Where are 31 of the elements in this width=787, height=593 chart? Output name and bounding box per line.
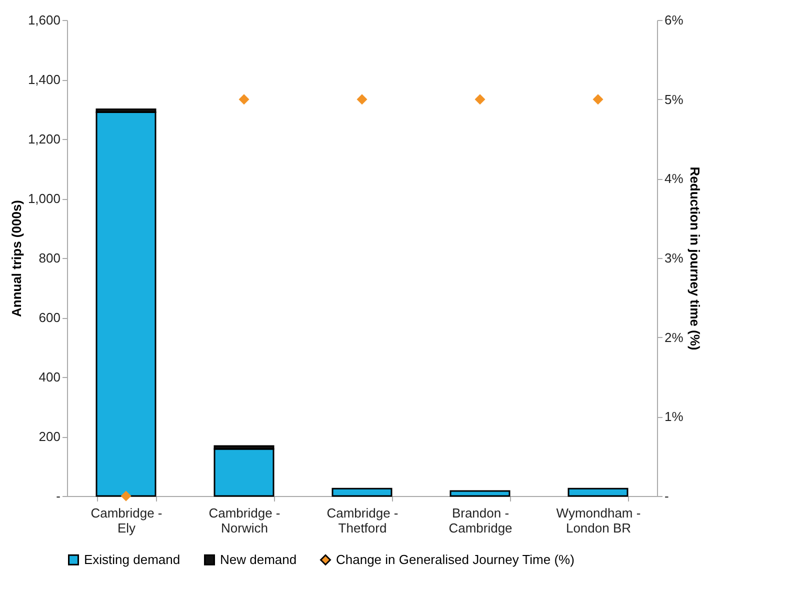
legend-label: Change in Generalised Journey Time (%)	[336, 552, 574, 567]
bar	[450, 490, 510, 497]
y2-tick-label: 6%	[664, 12, 684, 28]
y-tick-label: 1,200	[28, 132, 60, 146]
x-tick-label: Cambridge - Ely	[90, 506, 162, 536]
bar	[96, 111, 156, 497]
x-tick-label: Cambridge - Thetford	[326, 506, 398, 536]
y2-tick-label: 3%	[664, 250, 684, 266]
y2-tick-label: 5%	[664, 92, 684, 107]
y2-tick-label: 2%	[664, 330, 684, 345]
x-tick-label: Cambridge - Norwich	[208, 506, 280, 536]
legend-label: New demand	[220, 552, 297, 567]
y2-tick-label: -	[664, 488, 669, 504]
y-tick-label: 600	[38, 310, 60, 325]
x-tick-label: Brandon - Cambridge	[448, 506, 512, 536]
y2-tick-label: 4%	[664, 171, 684, 186]
bar	[332, 488, 392, 497]
y-tick-label: 1,400	[28, 72, 60, 87]
x-tick-label: Wymondham - London BR	[556, 506, 641, 536]
y2-axis-title: Reduction in journey time (%)	[687, 166, 702, 350]
y-tick-label: 800	[38, 250, 60, 266]
y-tick-label: 200	[38, 429, 60, 444]
y-tick-label: 400	[38, 370, 60, 384]
y2-tick-label: 1%	[664, 409, 684, 424]
bar	[568, 488, 628, 497]
y-axis-title: Annual trips (000s)	[8, 200, 24, 318]
y-tick-label: 1,000	[28, 191, 60, 206]
legend-label: Existing demand	[84, 552, 180, 567]
y-tick-label: -	[56, 488, 60, 504]
bar	[214, 448, 274, 497]
y-tick-label: 1,600	[28, 12, 60, 28]
